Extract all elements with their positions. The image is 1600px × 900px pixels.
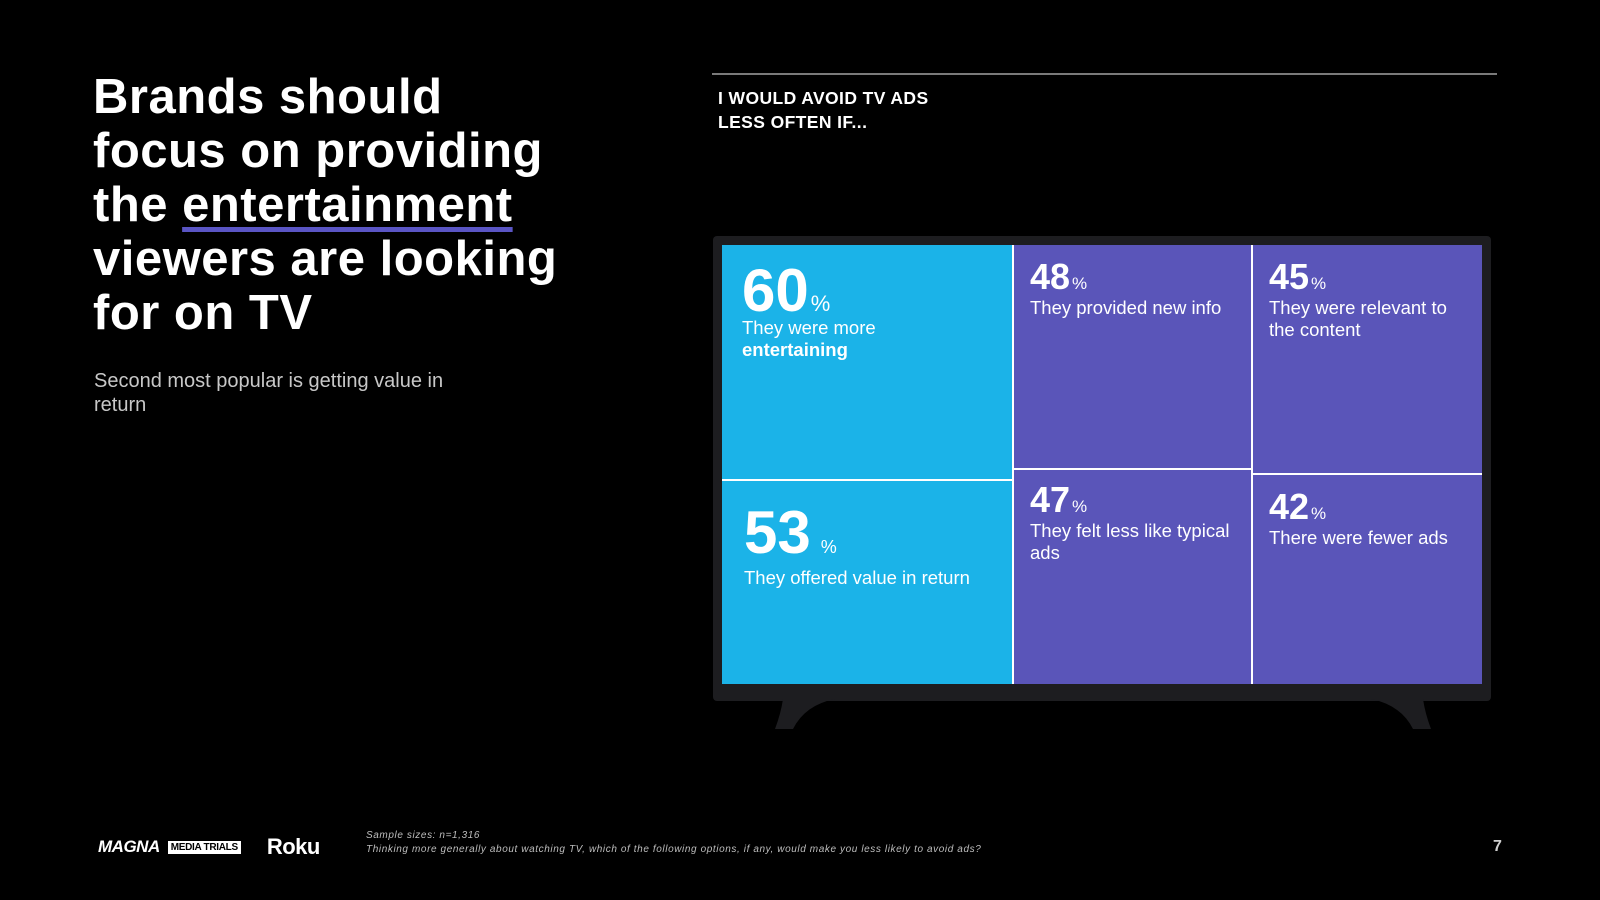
tile-value-number: 60 [742,257,809,324]
tile-value: 45% [1269,259,1326,295]
tile-label-emphasis: entertaining [742,339,848,360]
chart-tile: 42% There were fewer ads [1253,475,1482,684]
tile-value: 42% [1269,489,1326,525]
chart-tile: 47% They felt less like typical ads [1014,470,1251,684]
tile-value: 47% [1030,482,1087,518]
tile-value-number: 48 [1030,256,1071,297]
tile-value-unit: % [810,291,831,316]
footnote-sample: Sample sizes: n=1,316 [366,830,481,841]
chart-tile: 60% They were more entertaining [722,245,1012,479]
headline: Brands should focus on providing the ent… [93,70,613,340]
headline-line-1: Brands should [93,70,443,124]
tile-value-unit: % [1311,504,1327,523]
tile-label: They were relevant to the content [1269,297,1472,341]
tile-value-number: 45 [1269,256,1310,297]
tv-leg-right [1371,699,1431,729]
panel-title-line-1: I WOULD AVOID TV ADS [718,88,929,108]
magna-logo: MAGNA [98,837,160,856]
chart-tile: 45% They were relevant to the content [1253,245,1482,473]
divider-rule [712,73,1497,75]
tile-label: They provided new info [1030,297,1241,319]
tile-label-text: There were fewer ads [1269,527,1448,548]
tile-label-text: They were more [742,317,876,338]
headline-line-2: focus on providing [93,124,543,178]
tile-value: 60% [742,261,830,321]
tile-value: 48% [1030,259,1087,295]
tile-label-text: They felt less like typical ads [1030,520,1230,563]
footer-logos: MAGNA MEDIA TRIALS Roku [98,834,320,860]
footnote-question: Thinking more generally about watching T… [366,844,982,855]
headline-line-5: for on TV [93,286,313,340]
tile-label-text: They offered value in return [744,567,970,588]
headline-line-3: the entertainment [93,178,613,232]
tile-value-number: 42 [1269,486,1310,527]
tile-label: They offered value in return [744,567,1002,589]
headline-highlight: entertainment [182,178,513,232]
tile-label-text: They were relevant to the content [1269,297,1447,340]
tile-label: There were fewer ads [1269,527,1472,549]
footnote: Sample sizes: n=1,316 Thinking more gene… [366,829,981,857]
panel-title-line-2: LESS OFTEN IF... [718,112,868,132]
tile-value-number: 47 [1030,479,1071,520]
panel-title: I WOULD AVOID TV ADS LESS OFTEN IF... [718,86,929,134]
roku-logo: Roku [266,834,321,859]
tv-screen-chart: 60% They were more entertaining 53% They off… [722,245,1482,684]
media-trials-logo: MEDIA TRIALS [167,840,241,854]
tile-label: They felt less like typical ads [1030,520,1241,564]
tile-value-unit: % [1072,497,1088,516]
headline-prefix: the [93,178,183,232]
tile-value-number: 53 [744,499,811,566]
tile-label-text: They provided new info [1030,297,1222,318]
tile-value: 53% [744,503,837,563]
tile-value-unit: % [1311,274,1327,293]
headline-line-4: viewers are looking [93,232,558,286]
tile-value-unit: % [820,537,837,557]
chart-tile: 48% They provided new info [1014,245,1251,468]
chart-tile: 53% They offered value in return [722,481,1012,684]
page-number: 7 [1493,838,1502,855]
tile-value-unit: % [1072,274,1088,293]
subheading: Second most popular is getting value in … [94,370,444,416]
tv-leg-left [775,699,835,729]
tile-label: They were more entertaining [742,317,1002,361]
